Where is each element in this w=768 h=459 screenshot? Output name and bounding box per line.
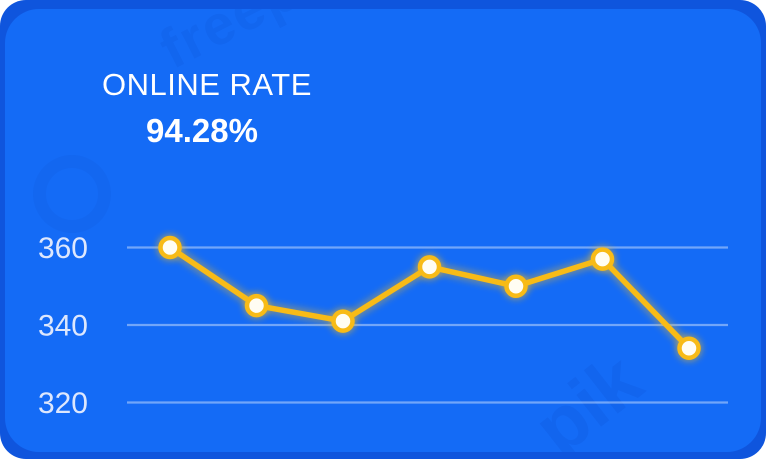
online-rate-value: 94.28% <box>146 112 258 149</box>
card-title: ONLINE RATE <box>102 67 312 102</box>
watermark-partial-text: pik <box>518 337 658 452</box>
online-rate-card: freepik pik ONLINE RATE 94.28% <box>5 9 761 452</box>
watermark-logo-icon <box>33 155 111 233</box>
